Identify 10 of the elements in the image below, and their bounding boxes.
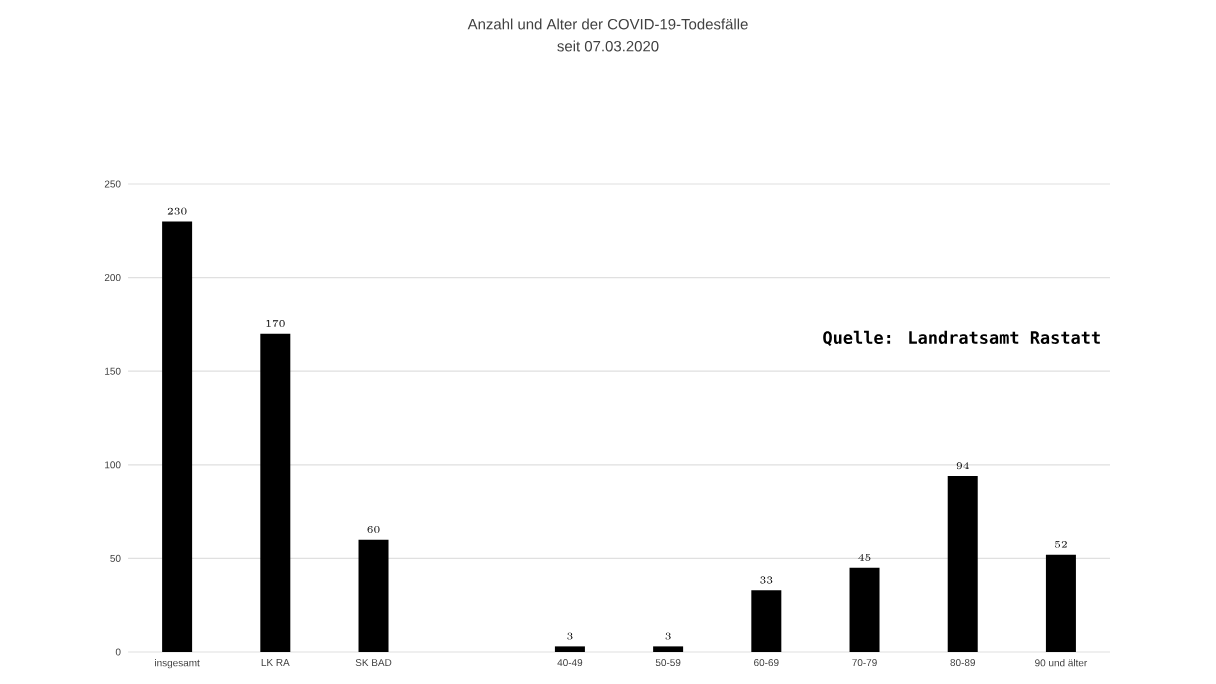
bar	[849, 567, 880, 652]
bar	[653, 646, 684, 652]
bar	[1045, 554, 1076, 652]
bar	[162, 221, 193, 652]
bar	[260, 333, 291, 652]
bar	[554, 646, 585, 652]
annotation: Quelle: Landratsamt Rastatt	[823, 330, 1100, 347]
bar	[947, 476, 978, 652]
bar	[751, 590, 782, 652]
bar	[358, 539, 389, 652]
